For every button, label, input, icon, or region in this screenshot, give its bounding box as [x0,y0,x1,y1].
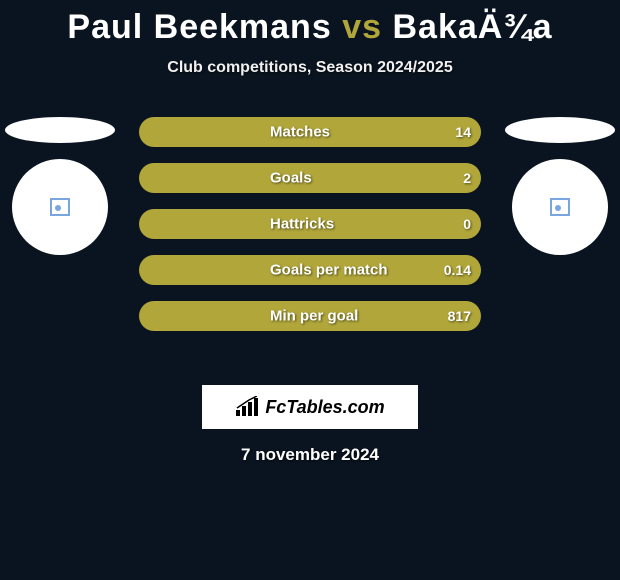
stat-value: 2 [463,170,471,186]
player1-side [0,117,120,255]
page-title: Paul Beekmans vs BakaÄ¾a [0,0,620,47]
stats-area: Matches 14 Goals 2 Hattricks 0 Goals per… [0,117,620,367]
title-player2: BakaÄ¾a [392,8,552,46]
title-vs: vs [342,8,382,46]
stat-value: 817 [448,308,471,324]
chart-icon [235,396,261,418]
stat-label: Goals per match [270,262,388,279]
player1-photo [12,159,108,255]
stat-row: Hattricks 0 [139,209,481,239]
stat-label: Hattricks [270,216,334,233]
brand-text: FcTables.com [265,397,384,418]
title-player1: Paul Beekmans [67,8,331,46]
stat-row: Min per goal 817 [139,301,481,331]
date-text: 7 november 2024 [0,445,620,465]
stat-value: 0.14 [444,262,471,278]
stat-value: 14 [455,124,471,140]
player2-photo [512,159,608,255]
stats-bars: Matches 14 Goals 2 Hattricks 0 Goals per… [139,117,481,331]
stat-label: Min per goal [270,308,358,325]
brand-badge[interactable]: FcTables.com [202,385,418,429]
player2-side [500,117,620,255]
stat-value: 0 [463,216,471,232]
subtitle: Club competitions, Season 2024/2025 [0,59,620,77]
image-placeholder-icon [550,198,570,216]
stat-row: Goals per match 0.14 [139,255,481,285]
player1-flag [5,117,115,143]
stat-label: Goals [270,170,312,187]
stat-row: Goals 2 [139,163,481,193]
stat-row: Matches 14 [139,117,481,147]
player2-flag [505,117,615,143]
stat-label: Matches [270,124,330,141]
image-placeholder-icon [50,198,70,216]
